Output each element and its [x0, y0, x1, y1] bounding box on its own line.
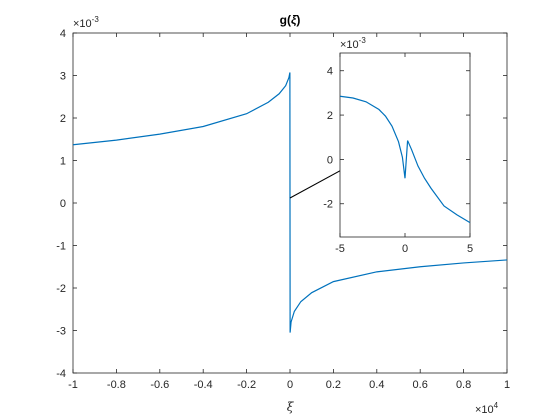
main-x-tick-label: 0.6 — [413, 379, 428, 391]
inset-x-tick-label: -5 — [335, 243, 345, 255]
main-y-tick-label: -1 — [56, 241, 66, 253]
inset-plot-area — [339, 52, 471, 238]
main-y-tick-label: 3 — [60, 71, 66, 83]
main-x-tick-label: -0.4 — [194, 379, 213, 391]
main-y-tick-label: 4 — [60, 28, 66, 40]
main-x-tick-label: -0.6 — [150, 379, 169, 391]
inset-y-tick-label: 4 — [327, 66, 333, 78]
main-x-tick-label: -0.2 — [237, 379, 256, 391]
chart-title: g(ξ) — [280, 13, 301, 27]
main-y-tick-label: 0 — [60, 198, 66, 210]
inset-x-tick-label: 0 — [402, 243, 408, 255]
main-y-tick-label: -2 — [56, 283, 66, 295]
inset-x-tick-label: 5 — [467, 243, 473, 255]
main-y-tick-label: 2 — [60, 113, 66, 125]
inset-axes: -5 0 5 -2 0 2 4 — [323, 52, 473, 255]
x-exponent-label: ×104 — [475, 401, 499, 416]
main-x-tick-label: -0.8 — [107, 379, 126, 391]
main-series-line — [72, 72, 508, 333]
inset-y-tick-label: 2 — [327, 110, 333, 122]
main-x-tick-label: 0 — [287, 379, 293, 391]
main-x-tick-label: 1 — [504, 379, 510, 391]
inset-y-tick-label: 0 — [327, 154, 333, 166]
main-y-tick-label: 1 — [60, 156, 66, 168]
main-x-tick-label: -1 — [68, 379, 78, 391]
main-y-tick-label: -3 — [56, 326, 66, 338]
inset-series-line — [339, 95, 471, 224]
main-x-tick-label: 0.4 — [369, 379, 384, 391]
main-y-tick-label: -4 — [56, 368, 66, 380]
main-x-tick-label: 0.2 — [326, 379, 341, 391]
inset-y-exponent-label: ×10-3 — [340, 36, 366, 51]
main-x-tick-label: 0.8 — [456, 379, 471, 391]
inset-y-tick-label: -2 — [323, 199, 333, 211]
x-axis-label: ξ — [287, 400, 295, 414]
y-exponent-label: ×10-3 — [73, 15, 99, 30]
